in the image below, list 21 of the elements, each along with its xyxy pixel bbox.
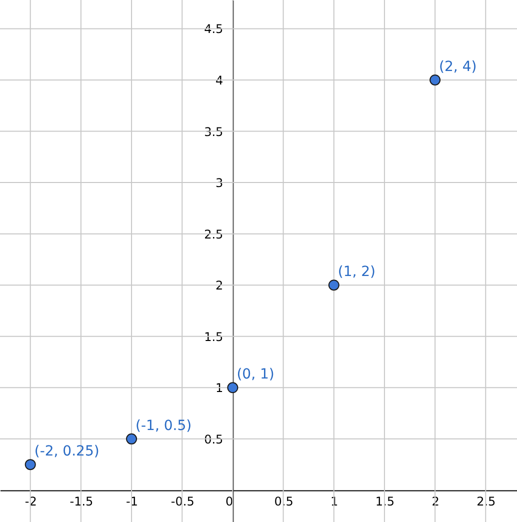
x-tick-label: -2 bbox=[24, 494, 37, 509]
y-tick-label: 1 bbox=[216, 381, 224, 396]
point bbox=[430, 74, 441, 86]
y-tick-label: 4.5 bbox=[204, 22, 224, 36]
point bbox=[328, 280, 340, 291]
x-tick-label: -1 bbox=[126, 494, 138, 509]
x-tick-label: 0.5 bbox=[274, 494, 294, 509]
annotation: (0, 1) bbox=[236, 366, 274, 383]
y-tick-label: 2 bbox=[216, 278, 224, 293]
annotation: (2, 4) bbox=[439, 58, 477, 75]
point bbox=[24, 459, 36, 470]
x-tick-label: 0 bbox=[226, 494, 234, 509]
x-tick-label: 1.5 bbox=[375, 494, 395, 509]
x-tick-label: -0.5 bbox=[170, 494, 194, 509]
annotation: (-2, 0.25) bbox=[34, 444, 100, 460]
annotation: (-1, 0.5) bbox=[136, 418, 192, 434]
point bbox=[227, 382, 238, 394]
x-tick-label: -1.5 bbox=[70, 494, 94, 509]
point bbox=[126, 433, 138, 444]
annotation: (1, 2) bbox=[338, 264, 376, 280]
x-tick-label: 2.5 bbox=[476, 494, 496, 509]
